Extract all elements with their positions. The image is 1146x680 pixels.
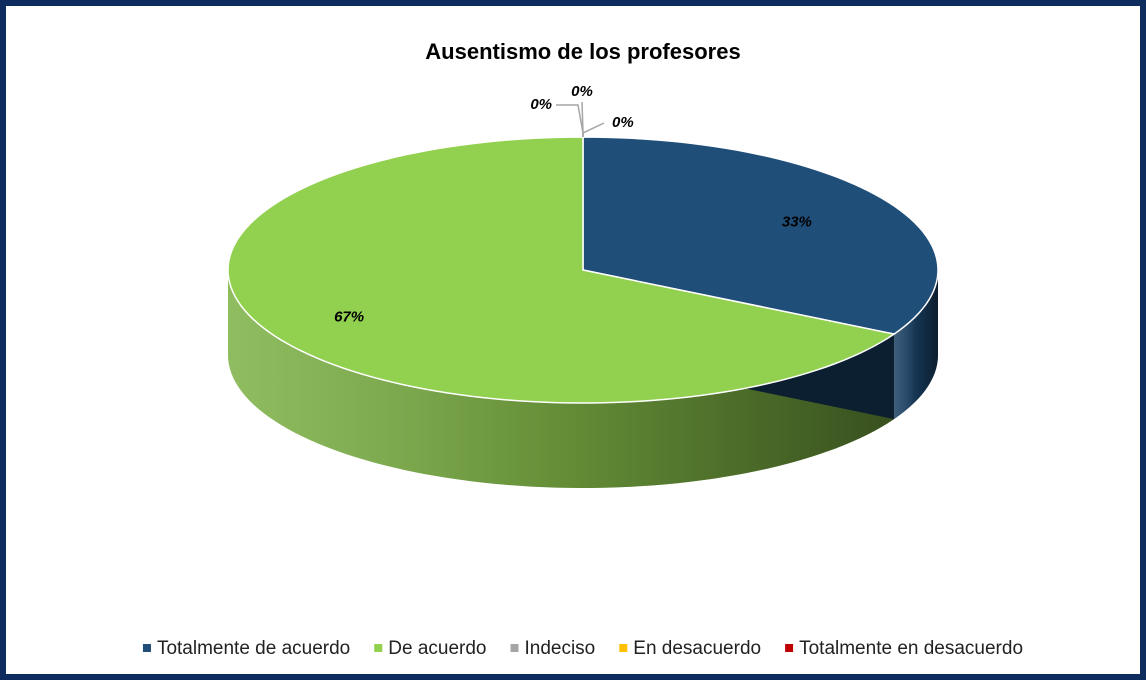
legend-label: Indeciso bbox=[524, 638, 595, 659]
data-label: 0% bbox=[571, 83, 593, 100]
legend-label: De acuerdo bbox=[388, 638, 486, 659]
data-label: 0% bbox=[612, 114, 634, 131]
legend-swatch bbox=[142, 644, 151, 652]
legend-swatch bbox=[374, 644, 383, 652]
legend-swatch bbox=[619, 644, 628, 652]
chart-title: Ausentismo de los profesores bbox=[425, 39, 740, 64]
legend-label: Totalmente de acuerdo bbox=[157, 638, 350, 659]
slice-side-shade bbox=[228, 270, 895, 488]
data-label: 33% bbox=[782, 214, 812, 231]
leader-line bbox=[582, 122, 605, 137]
slice-side-shade bbox=[894, 270, 938, 420]
legend-label: En desacuerdo bbox=[633, 638, 761, 659]
data-label: 0% bbox=[530, 96, 552, 113]
slice bbox=[227, 136, 897, 404]
slice bbox=[582, 136, 939, 335]
legend-swatch bbox=[785, 644, 794, 652]
legend-label: Totalmente en desacuerdo bbox=[799, 638, 1023, 659]
data-label: 67% bbox=[334, 308, 364, 325]
legend-swatch bbox=[510, 644, 519, 652]
